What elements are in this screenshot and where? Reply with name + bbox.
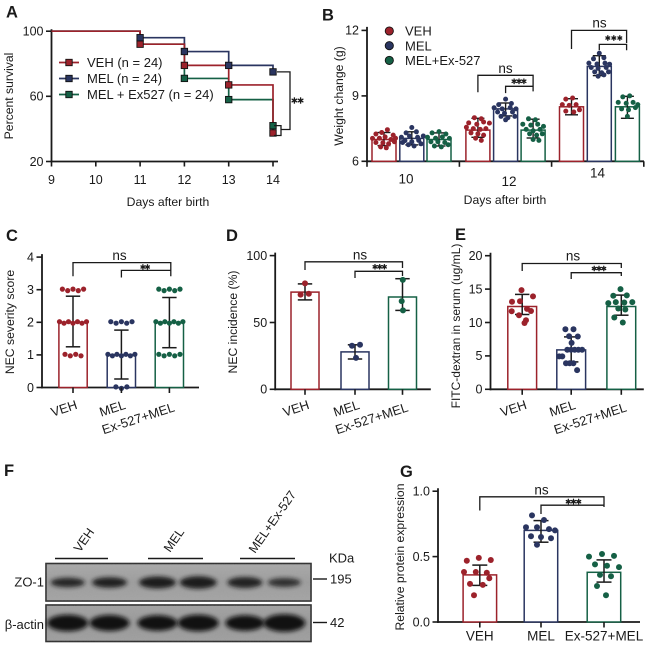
svg-text:0: 0: [476, 383, 483, 397]
svg-text:ns: ns: [534, 483, 549, 498]
svg-text:C: C: [6, 227, 18, 245]
svg-text:11: 11: [134, 173, 147, 187]
svg-text:KDa: KDa: [329, 551, 355, 566]
svg-text:NEC incidence (%): NEC incidence (%): [226, 271, 240, 374]
svg-text:42: 42: [330, 615, 344, 630]
svg-text:Ex-527+MEL: Ex-527+MEL: [565, 629, 644, 644]
svg-text:D: D: [226, 227, 238, 245]
svg-text:100: 100: [23, 25, 44, 39]
svg-text:0.0: 0.0: [413, 615, 430, 629]
svg-text:MEL (n = 24): MEL (n = 24): [87, 71, 162, 86]
svg-text:Weight change (g): Weight change (g): [332, 46, 346, 145]
svg-text:MEL+Ex-527: MEL+Ex-527: [405, 53, 481, 68]
svg-text:Percent survival: Percent survival: [2, 53, 16, 140]
svg-text:2: 2: [27, 316, 34, 330]
svg-text:VEH: VEH: [466, 629, 494, 644]
svg-text:Days after birth: Days after birth: [127, 195, 210, 209]
svg-text:ns: ns: [592, 16, 607, 31]
svg-text:9: 9: [48, 173, 55, 187]
svg-text:5: 5: [476, 349, 483, 363]
svg-text:14: 14: [266, 173, 280, 187]
svg-text:NEC severity score: NEC severity score: [3, 270, 17, 375]
svg-text:ns: ns: [566, 249, 581, 264]
svg-text:ns: ns: [112, 248, 127, 263]
svg-text:9: 9: [352, 89, 359, 103]
svg-text:14: 14: [590, 166, 606, 181]
svg-text:20: 20: [30, 155, 44, 169]
svg-text:50: 50: [253, 316, 267, 330]
svg-text:ZO-1: ZO-1: [14, 575, 44, 590]
svg-text:0.5: 0.5: [413, 550, 430, 564]
svg-text:MEL: MEL: [405, 38, 432, 53]
svg-text:VEH (n = 24): VEH (n = 24): [87, 55, 163, 70]
svg-text:15: 15: [469, 282, 483, 296]
svg-text:ns: ns: [498, 61, 513, 76]
svg-text:10: 10: [398, 172, 413, 187]
svg-text:E: E: [455, 226, 466, 244]
svg-text:12: 12: [345, 24, 359, 38]
svg-text:3: 3: [27, 283, 34, 297]
svg-text:β-actin: β-actin: [5, 617, 44, 632]
svg-text:Days after birth: Days after birth: [464, 193, 547, 207]
svg-text:A: A: [6, 3, 18, 21]
svg-text:1: 1: [27, 348, 34, 362]
svg-text:12: 12: [501, 174, 516, 189]
svg-text:0: 0: [260, 383, 267, 397]
svg-text:10: 10: [89, 173, 103, 187]
svg-text:F: F: [4, 462, 14, 480]
svg-text:1.0: 1.0: [413, 485, 430, 499]
svg-text:10: 10: [469, 316, 483, 330]
svg-text:100: 100: [246, 249, 267, 263]
svg-text:20: 20: [469, 249, 483, 263]
svg-text:12: 12: [177, 173, 191, 187]
svg-text:0: 0: [27, 381, 34, 395]
svg-text:G: G: [400, 463, 413, 481]
svg-text:6: 6: [352, 155, 359, 169]
svg-text:B: B: [322, 7, 334, 25]
svg-text:4: 4: [27, 250, 34, 264]
svg-text:60: 60: [30, 90, 44, 104]
svg-text:195: 195: [330, 572, 352, 587]
svg-text:ns: ns: [353, 248, 368, 263]
svg-text:13: 13: [222, 173, 236, 187]
svg-text:FITC-dextran in serum (ug/mL): FITC-dextran in serum (ug/mL): [449, 244, 463, 409]
svg-text:Relative protein expression: Relative protein expression: [393, 483, 407, 630]
svg-text:MEL: MEL: [527, 629, 555, 644]
svg-text:VEH: VEH: [405, 24, 432, 39]
svg-text:MEL + Ex527 (n = 24): MEL + Ex527 (n = 24): [87, 87, 214, 102]
